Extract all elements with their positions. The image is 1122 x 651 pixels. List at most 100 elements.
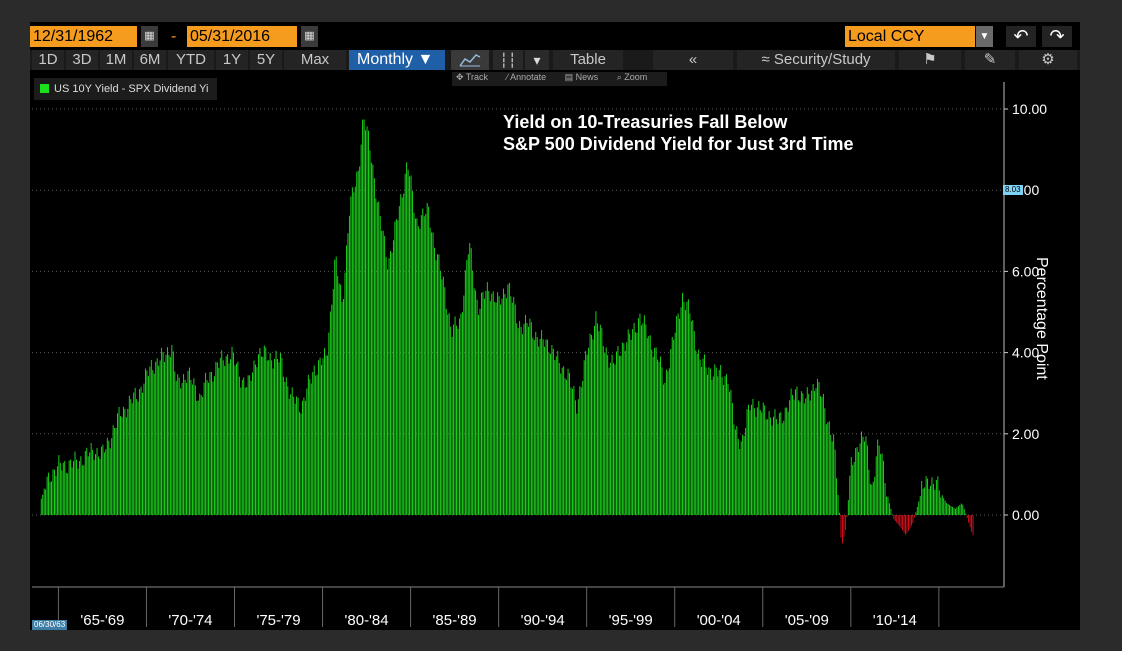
frequency-select[interactable]: Monthly ▼ bbox=[349, 50, 445, 70]
bar bbox=[674, 332, 676, 515]
calendar-icon[interactable]: ▦ bbox=[301, 26, 318, 47]
bar bbox=[607, 355, 609, 515]
bar bbox=[253, 360, 255, 515]
edit-icon[interactable]: ✎ bbox=[965, 50, 1015, 70]
annotate-tool[interactable]: ∕ Annotate bbox=[506, 72, 547, 82]
bar bbox=[574, 400, 576, 515]
bar bbox=[84, 451, 86, 515]
bar bbox=[472, 270, 474, 515]
bar bbox=[362, 119, 364, 516]
bar bbox=[805, 398, 807, 515]
bar bbox=[598, 331, 600, 515]
bar bbox=[918, 501, 920, 515]
bar bbox=[721, 377, 723, 515]
chevron-down-icon[interactable]: ▼ bbox=[976, 26, 993, 47]
range-ytd-button[interactable]: YTD bbox=[168, 50, 214, 70]
bar bbox=[715, 367, 717, 515]
bar bbox=[751, 404, 752, 515]
bar bbox=[729, 391, 730, 515]
bar bbox=[87, 456, 89, 515]
bar bbox=[379, 215, 381, 516]
bar bbox=[272, 368, 274, 515]
bar bbox=[78, 461, 80, 515]
bar bbox=[332, 289, 334, 515]
bar bbox=[954, 508, 956, 515]
bar bbox=[828, 421, 830, 515]
x-tick-label: '95-'99 bbox=[609, 612, 653, 629]
currency-select[interactable]: Local CCY bbox=[845, 26, 975, 47]
security-study-button[interactable]: ≈ Security/Study bbox=[737, 50, 895, 70]
zoom-tool[interactable]: ⌕ Zoom bbox=[616, 72, 648, 82]
legend-swatch bbox=[40, 84, 49, 93]
bar bbox=[315, 375, 317, 515]
bar bbox=[542, 339, 544, 515]
news-tool[interactable]: ▤ News bbox=[564, 72, 599, 82]
bar bbox=[777, 423, 779, 515]
bar bbox=[77, 468, 79, 515]
bar bbox=[670, 349, 672, 515]
bar bbox=[893, 515, 895, 520]
end-date-input[interactable]: 05/31/2016 bbox=[187, 26, 297, 47]
range-max-button[interactable]: Max bbox=[284, 50, 346, 70]
bar bbox=[388, 258, 390, 515]
bar bbox=[539, 338, 541, 515]
date-range-dash: - bbox=[171, 28, 177, 45]
bar bbox=[136, 399, 138, 515]
bar bbox=[212, 381, 214, 515]
bar bbox=[693, 330, 695, 515]
bar bbox=[196, 400, 198, 515]
bar bbox=[76, 459, 77, 515]
bar bbox=[952, 507, 953, 515]
bar bbox=[234, 365, 236, 515]
calendar-icon[interactable]: ▦ bbox=[141, 26, 158, 47]
bar bbox=[199, 393, 201, 515]
bar bbox=[960, 503, 962, 515]
bar-chart-icon[interactable]: ┆┆ bbox=[493, 50, 523, 70]
line-chart-icon[interactable] bbox=[451, 50, 489, 70]
bar bbox=[671, 337, 673, 515]
bar bbox=[86, 447, 88, 515]
bar bbox=[768, 411, 770, 515]
bar bbox=[959, 504, 961, 515]
bar bbox=[288, 398, 290, 515]
bar bbox=[886, 496, 887, 515]
bar bbox=[956, 507, 958, 515]
table-button[interactable]: Table bbox=[553, 50, 623, 70]
undo-icon[interactable]: ↶ bbox=[1006, 26, 1036, 47]
bar bbox=[527, 326, 529, 515]
redo-icon[interactable]: ↷ bbox=[1042, 26, 1072, 47]
bar bbox=[108, 440, 110, 515]
bar bbox=[510, 296, 512, 515]
bar bbox=[580, 387, 582, 515]
bar bbox=[774, 409, 776, 515]
bar bbox=[369, 150, 371, 516]
chevron-down-icon[interactable]: ▾ bbox=[525, 50, 549, 70]
flag-icon[interactable]: ⚑ bbox=[899, 50, 961, 70]
bar bbox=[227, 354, 229, 515]
x-tick-label: '00-'04 bbox=[697, 612, 741, 629]
bar bbox=[579, 386, 581, 515]
bar bbox=[238, 376, 240, 515]
track-tool[interactable]: ✥ Track bbox=[456, 72, 489, 82]
gear-icon[interactable]: ⚙ bbox=[1019, 50, 1077, 70]
range-3d-button[interactable]: 3D bbox=[66, 50, 98, 70]
bar bbox=[461, 312, 463, 515]
bar bbox=[360, 144, 362, 515]
legend[interactable]: US 10Y Yield - SPX Dividend Yi bbox=[34, 78, 217, 100]
bar bbox=[435, 260, 437, 515]
bar bbox=[514, 304, 516, 515]
bar bbox=[764, 405, 766, 515]
range-5y-button[interactable]: 5Y bbox=[250, 50, 282, 70]
bar bbox=[335, 256, 337, 515]
start-date-input[interactable]: 12/31/1962 bbox=[30, 26, 137, 47]
range-1m-button[interactable]: 1M bbox=[100, 50, 132, 70]
range-1d-button[interactable]: 1D bbox=[32, 50, 64, 70]
bar bbox=[504, 293, 506, 515]
bar bbox=[442, 276, 444, 515]
range-6m-button[interactable]: 6M bbox=[134, 50, 166, 70]
range-1y-button[interactable]: 1Y bbox=[216, 50, 248, 70]
bar bbox=[589, 333, 591, 515]
collapse-button[interactable]: « bbox=[653, 50, 733, 70]
bar bbox=[331, 304, 333, 515]
bar bbox=[605, 347, 607, 515]
